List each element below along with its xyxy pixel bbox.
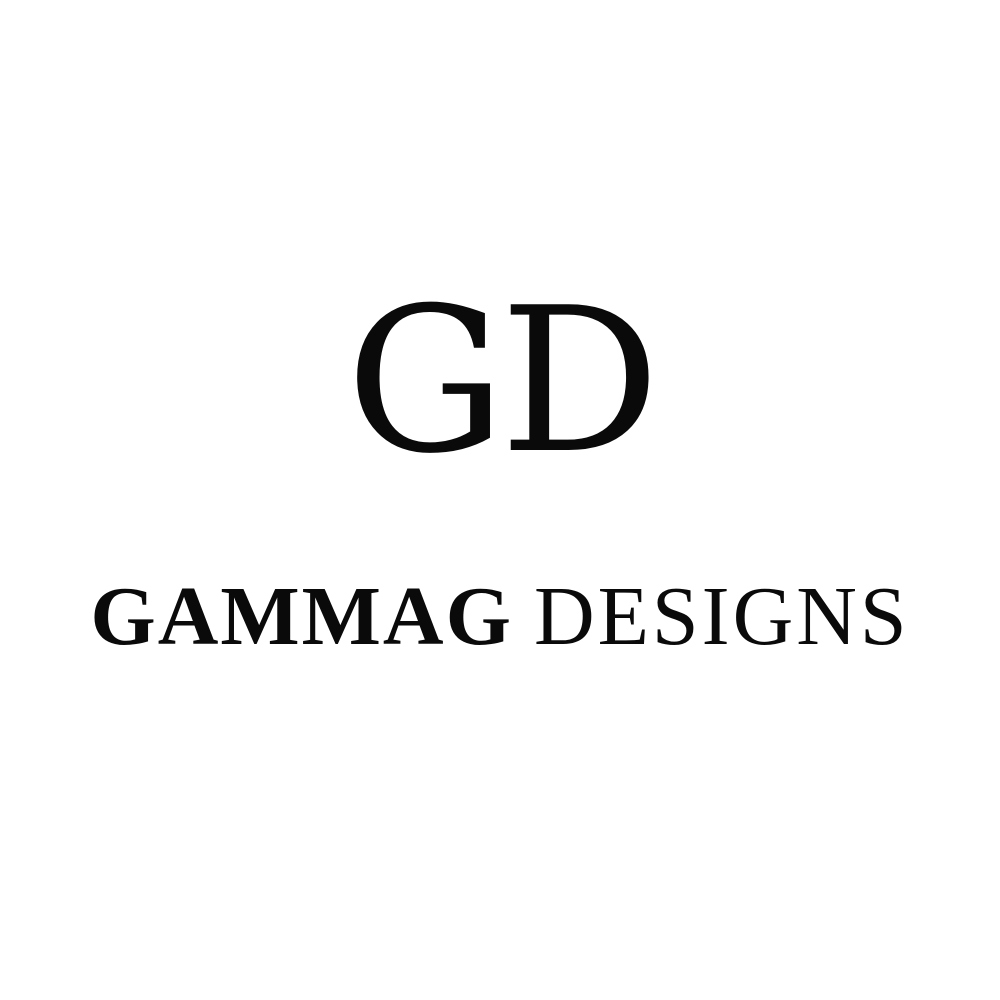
wordmark-light: DESIGNS (533, 570, 910, 663)
wordmark-bold: GAMMAG (90, 570, 513, 663)
logo-wordmark: GAMMAG DESIGNS (0, 572, 1000, 662)
logo-monogram: GD (345, 265, 660, 498)
